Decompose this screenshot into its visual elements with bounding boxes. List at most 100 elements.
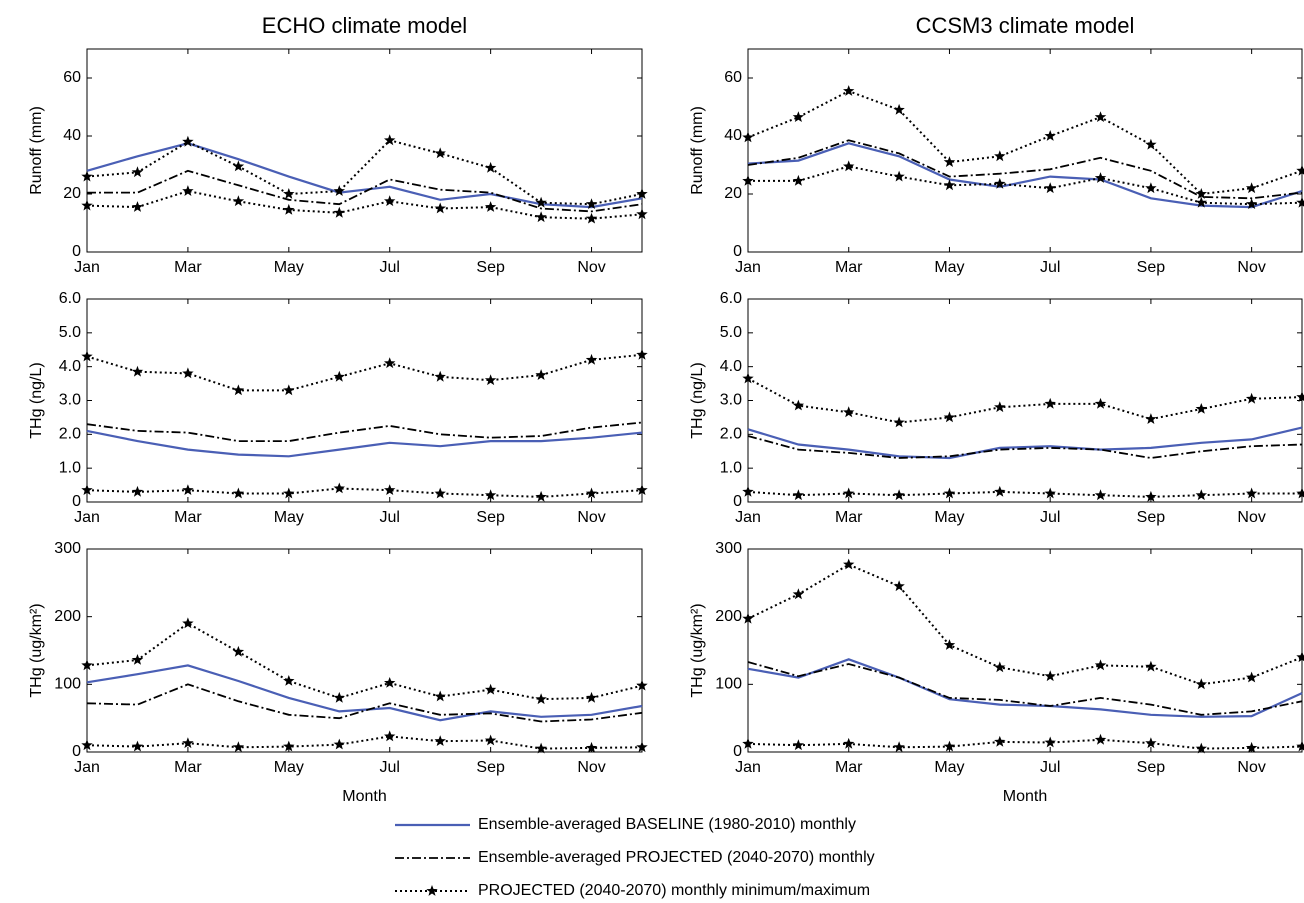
star-marker (843, 737, 855, 749)
star-marker (943, 487, 956, 499)
y-tick-label: 6.0 (720, 290, 742, 307)
x-tick-label: May (934, 759, 964, 776)
star-marker (742, 174, 754, 186)
star-marker (1094, 733, 1107, 745)
x-tick-label: Nov (1237, 259, 1265, 276)
star-marker (742, 485, 754, 497)
chart-title: ECHO climate model (262, 13, 467, 38)
star-marker (131, 166, 144, 178)
star-marker (636, 208, 648, 220)
star-marker (792, 489, 805, 501)
star-marker (893, 741, 905, 753)
y-axis-label: THg (ng/L) (28, 362, 45, 438)
plot-frame (747, 48, 1303, 253)
y-tick-label: 60 (724, 69, 742, 86)
star-marker (1245, 741, 1258, 753)
y-tick-label: 200 (54, 608, 81, 625)
star-marker (182, 737, 194, 749)
star-marker (1094, 397, 1107, 409)
star-marker (232, 741, 245, 753)
star-marker (742, 131, 754, 143)
star-marker (535, 211, 547, 223)
x-tick-label: Mar (174, 509, 202, 526)
star-marker (893, 580, 905, 592)
star-marker (81, 350, 93, 362)
star-marker (1145, 490, 1157, 502)
y-tick-label: 300 (715, 540, 742, 557)
star-marker (535, 742, 547, 754)
star-marker (742, 737, 754, 749)
y-tick-label: 40 (724, 127, 742, 144)
y-tick-label: 3.0 (720, 392, 742, 409)
star-marker (283, 675, 295, 686)
star-marker (434, 202, 446, 214)
star-marker (893, 489, 905, 501)
series-line (748, 165, 1303, 206)
x-tick-label: Jan (74, 509, 100, 526)
star-marker (1245, 487, 1258, 499)
star-marker (792, 111, 805, 122)
legend-star (426, 885, 438, 896)
star-marker (384, 730, 396, 742)
x-tick-label: Mar (174, 259, 202, 276)
series-line (747, 661, 1303, 716)
star-marker (843, 487, 855, 499)
y-axis-label: Runoff (mm) (28, 106, 45, 195)
series-line (86, 139, 643, 206)
star-marker (943, 156, 956, 167)
series-line (86, 421, 643, 442)
star-marker (1296, 196, 1304, 208)
star-marker (131, 740, 144, 752)
star-marker (1296, 164, 1304, 176)
star-marker (1044, 487, 1056, 499)
y-axis-label: THg (ug/km²) (28, 603, 45, 697)
y-tick-label: 0 (733, 743, 742, 760)
x-tick-label: Jul (1040, 509, 1060, 526)
y-tick-label: 20 (724, 185, 742, 202)
star-marker (994, 177, 1006, 189)
star-marker (636, 679, 648, 691)
legend-label: Ensemble-averaged BASELINE (1980-2010) m… (478, 816, 856, 833)
x-tick-label: Mar (835, 259, 863, 276)
star-marker (994, 735, 1006, 747)
star-marker (843, 406, 855, 418)
star-marker (1044, 182, 1056, 194)
star-marker (283, 487, 295, 499)
star-marker (1195, 678, 1207, 690)
star-marker (792, 399, 805, 411)
x-tick-label: Jul (1040, 259, 1060, 276)
x-tick-label: Mar (835, 509, 863, 526)
star-marker (893, 103, 905, 115)
star-marker (1296, 391, 1304, 402)
y-axis-label: THg (ug/km²) (689, 603, 706, 697)
series-line (747, 139, 1303, 200)
star-marker (283, 384, 295, 396)
star-marker (232, 160, 245, 172)
star-marker (384, 484, 396, 495)
plot-frame (747, 298, 1303, 503)
series-line (747, 142, 1303, 209)
star-marker (585, 487, 598, 499)
plot-frame (86, 548, 643, 753)
star-marker (1296, 651, 1304, 663)
x-tick-label: May (274, 259, 304, 276)
series-line (747, 435, 1303, 459)
legend-label: PROJECTED (2040-2070) monthly minimum/ma… (478, 882, 870, 899)
star-marker (1245, 198, 1258, 209)
star-marker (131, 485, 144, 497)
series-line (747, 658, 1303, 718)
star-marker (333, 370, 345, 382)
star-marker (484, 201, 497, 212)
star-marker (843, 160, 855, 172)
star-marker (182, 617, 194, 629)
x-tick-label: Jan (74, 759, 100, 776)
star-marker (81, 659, 93, 671)
series-line (747, 377, 1303, 424)
x-tick-label: Nov (1237, 759, 1265, 776)
series-line (747, 738, 1303, 750)
star-marker (943, 740, 956, 752)
star-marker (792, 174, 805, 186)
y-tick-label: 6.0 (59, 290, 81, 307)
star-marker (131, 365, 144, 377)
